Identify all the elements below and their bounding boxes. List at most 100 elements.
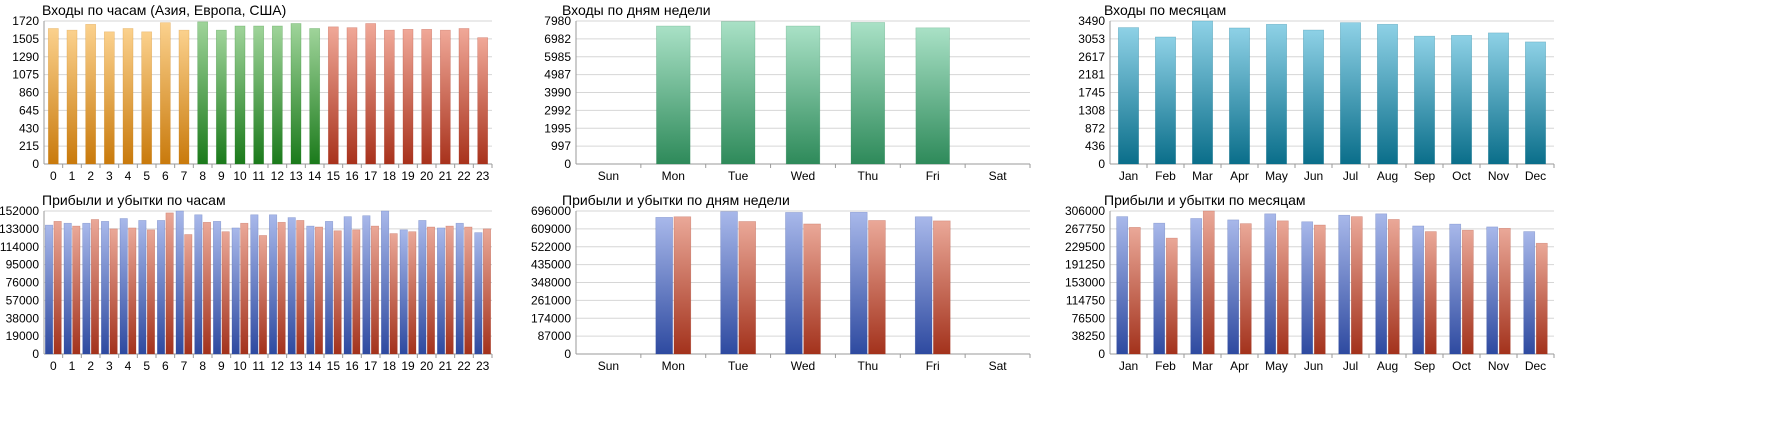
y-tick-label: 6982 <box>544 32 571 46</box>
bar-series-1 <box>306 225 315 355</box>
bar <box>122 28 134 165</box>
bar-series-2 <box>482 228 491 355</box>
y-tick-label: 1308 <box>1078 103 1105 117</box>
y-tick-label: 76000 <box>6 276 40 290</box>
bar-series-1 <box>455 222 464 355</box>
bar-series-2 <box>1424 231 1437 355</box>
chart-title: Прибыли и убытки по часам <box>42 192 226 208</box>
bar-series-1 <box>1338 214 1351 355</box>
bar <box>178 29 190 165</box>
x-tick-label: Apr <box>1230 169 1249 183</box>
bar-series-2 <box>673 216 692 355</box>
x-tick-label: 10 <box>233 359 247 373</box>
bar <box>1377 23 1398 165</box>
bar-series-2 <box>202 221 211 355</box>
chart-hourly-logins: Входы по часам (Азия, Европа, США)021543… <box>12 2 493 183</box>
x-tick-label: 17 <box>364 359 378 373</box>
bar <box>850 22 886 165</box>
chart-title: Входы по часам (Азия, Европа, США) <box>42 2 286 18</box>
bar-series-2 <box>72 225 81 355</box>
bar-series-2 <box>370 225 379 355</box>
y-tick-label: 0 <box>564 347 571 361</box>
y-tick-label: 114750 <box>1066 293 1105 307</box>
bar-series-1 <box>399 229 408 355</box>
x-tick-label: 11 <box>252 169 265 183</box>
bar-series-2 <box>1128 227 1141 355</box>
bar-series-2 <box>333 230 342 355</box>
bar <box>47 28 59 165</box>
x-tick-label: Fri <box>926 359 940 373</box>
y-tick-label: 191250 <box>1065 258 1105 272</box>
x-tick-label: 1 <box>69 359 76 373</box>
bar-series-1 <box>175 210 184 355</box>
y-tick-label: 19000 <box>6 329 40 343</box>
chart-panel-hourly-pnl: Прибыли и убытки по часам 0 19000 38000 5700… <box>0 190 500 380</box>
x-tick-label: 6 <box>162 169 169 183</box>
x-tick-label: 23 <box>476 359 490 373</box>
bar <box>141 31 153 165</box>
y-tick-label: 609000 <box>531 222 571 236</box>
x-tick-label: 20 <box>420 169 434 183</box>
chart-panel-weekday-pnl: Прибыли и убытки по дням недели 0 87000 174… <box>520 190 1040 380</box>
x-tick-label: 7 <box>181 169 188 183</box>
bar-series-2 <box>426 226 435 355</box>
bar-series-1 <box>119 218 128 355</box>
bar <box>103 31 115 165</box>
y-tick-label: 4987 <box>544 68 571 82</box>
bar-series-2 <box>1350 216 1363 355</box>
bar-series-2 <box>868 220 886 355</box>
bar-series-2 <box>1498 227 1511 355</box>
chart-monthly-logins: Входы по месяцам 0 436 872 1308 1745 2181 2617 3… <box>1078 2 1555 183</box>
x-tick-label: 7 <box>181 359 188 373</box>
x-tick-label: 2 <box>87 169 94 183</box>
chart-panel-monthly-pnl: Прибыли и убытки по месяцам 0 38250 76500 11… <box>1062 190 1562 380</box>
y-tick-label: 261000 <box>531 293 571 307</box>
x-tick-label: 0 <box>50 169 57 183</box>
bar <box>785 25 821 165</box>
x-tick-label: 22 <box>457 169 471 183</box>
x-tick-label: 14 <box>308 359 322 373</box>
y-tick-label: 306000 <box>1065 204 1105 218</box>
x-tick-label: 3 <box>106 169 113 183</box>
bar-series-1 <box>850 211 868 355</box>
x-tick-label: 18 <box>383 359 397 373</box>
bar-series-2 <box>1461 229 1474 355</box>
bar <box>253 25 265 165</box>
y-tick-label: 1505 <box>12 32 39 46</box>
bar-series-2 <box>389 233 398 355</box>
bar <box>215 29 227 165</box>
bar <box>234 25 246 165</box>
y-tick-label: 215 <box>19 139 39 153</box>
bar-series-2 <box>221 231 230 355</box>
x-tick-label: 13 <box>289 359 303 373</box>
x-tick-label: 5 <box>143 359 150 373</box>
bar-series-2 <box>314 226 323 355</box>
y-tick-label: 1075 <box>12 68 39 82</box>
chart-panel-hourly-logins: Входы по часам (Азия, Европа, США) 0 215 43… <box>0 0 500 190</box>
y-tick-label: 152000 <box>0 204 39 218</box>
bar-series-2 <box>1313 224 1326 355</box>
bar <box>1488 32 1509 165</box>
bar-series-1 <box>231 227 240 355</box>
y-tick-label: 133000 <box>0 222 39 236</box>
x-tick-label: Mon <box>662 359 685 373</box>
bar-series-1 <box>157 220 166 355</box>
x-tick-label: Mon <box>662 169 685 183</box>
x-tick-label: Oct <box>1452 169 1471 183</box>
y-tick-label: 7980 <box>544 14 571 28</box>
bar-series-2 <box>445 225 454 355</box>
chart-hourly-pnl: Прибыли и убытки по часам 0 19000 38000 5700… <box>0 192 493 373</box>
y-tick-label: 1745 <box>1078 86 1105 100</box>
bar-series-2 <box>184 234 193 355</box>
chart-panel-weekday-logins: Входы по дням недели 0 997 1995 2992 3990 4987… <box>520 0 1040 190</box>
y-tick-label: 153000 <box>1065 276 1105 290</box>
y-tick-label: 95000 <box>6 258 40 272</box>
bar-series-1 <box>785 212 803 355</box>
x-tick-label: 16 <box>345 359 359 373</box>
y-tick-label: 3490 <box>1078 14 1105 28</box>
x-tick-label: 14 <box>308 169 322 183</box>
x-tick-label: 20 <box>420 359 434 373</box>
bar-series-2 <box>90 219 99 355</box>
y-tick-label: 38250 <box>1072 329 1106 343</box>
x-tick-label: 13 <box>289 169 303 183</box>
